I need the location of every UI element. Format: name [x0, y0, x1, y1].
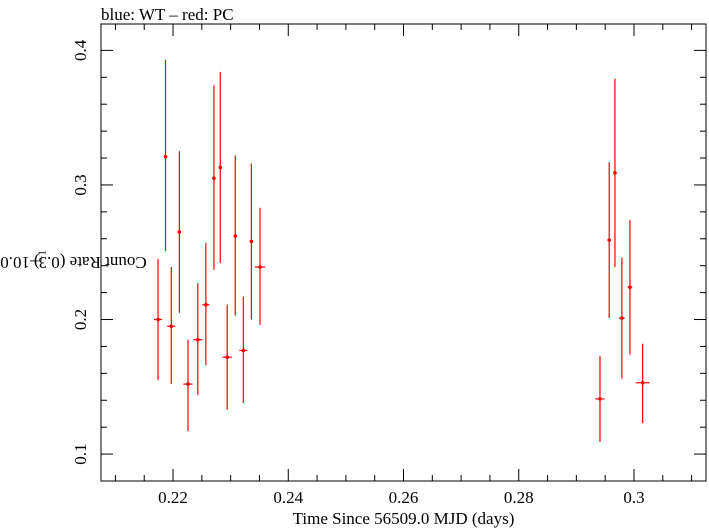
- point-marker: [204, 302, 208, 307]
- data-point: [183, 339, 193, 432]
- point-marker: [258, 265, 262, 269]
- point-marker: [218, 165, 223, 170]
- y-tick-label: 0.1: [71, 443, 90, 464]
- y-tick-label: 0.3: [71, 174, 90, 195]
- point-marker: [186, 382, 190, 386]
- y-tick-label: 0.2: [71, 309, 90, 330]
- data-point: [163, 59, 168, 251]
- point-marker: [169, 324, 174, 329]
- data-point: [193, 283, 203, 395]
- data-points: [154, 59, 650, 442]
- data-point: [618, 257, 625, 379]
- data-point: [249, 163, 254, 320]
- y-axis-label-main: Count Rate (0.3–10.0 keV)(cts s: [0, 252, 147, 272]
- chart-title: blue: WT – red: PC: [101, 5, 234, 24]
- x-axis-label: Time Since 56509.0 MJD (days): [292, 509, 515, 528]
- point-marker: [233, 234, 238, 238]
- point-marker: [598, 397, 602, 401]
- x-tick-label: 0.24: [273, 488, 303, 507]
- point-marker: [640, 380, 645, 385]
- point-marker: [241, 348, 246, 353]
- data-point: [239, 296, 248, 403]
- x-tick-label: 0.28: [504, 488, 534, 507]
- axis-ticks: 0.22 0.24 0.26 0.28 0.3 0.1 0.2 0.3 0.4: [71, 24, 706, 507]
- data-point: [635, 343, 650, 424]
- data-point: [613, 78, 617, 268]
- x-tick-label: 0.26: [389, 488, 419, 507]
- point-marker: [613, 171, 617, 175]
- data-point: [177, 151, 182, 313]
- data-point: [627, 219, 633, 355]
- point-marker: [249, 239, 254, 244]
- data-point: [233, 155, 238, 316]
- x-tick-label: 0.3: [623, 488, 644, 507]
- data-point: [254, 207, 266, 325]
- x-tick-label: 0.22: [158, 488, 188, 507]
- point-marker: [225, 355, 229, 359]
- data-point: [167, 267, 176, 385]
- data-point: [595, 355, 605, 442]
- y-axis-label-tail: ): [33, 252, 40, 272]
- y-tick-label: 0.4: [71, 39, 90, 61]
- point-marker: [212, 176, 216, 181]
- point-marker: [620, 316, 624, 320]
- data-point: [212, 85, 216, 270]
- point-marker: [163, 154, 168, 159]
- data-point: [202, 242, 210, 366]
- point-marker: [156, 317, 160, 322]
- data-point: [154, 258, 163, 381]
- data-point: [222, 304, 232, 410]
- point-marker: [607, 238, 611, 242]
- data-point: [607, 162, 611, 319]
- point-marker: [177, 230, 182, 234]
- data-point: [218, 71, 223, 263]
- point-marker: [196, 337, 200, 342]
- point-marker: [628, 285, 632, 290]
